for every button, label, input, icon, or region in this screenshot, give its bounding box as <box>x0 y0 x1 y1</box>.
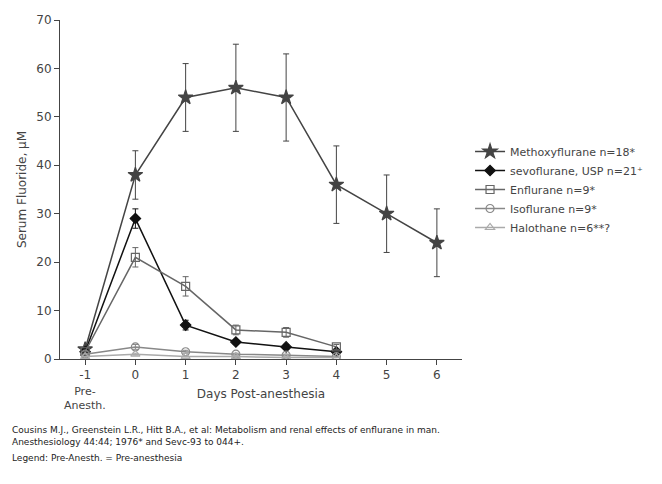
svg-text:10: 10 <box>36 304 51 318</box>
svg-text:Halothane n=6**?: Halothane n=6**? <box>510 222 610 235</box>
svg-text:-1: -1 <box>79 368 91 382</box>
svg-text:70: 70 <box>36 13 51 27</box>
svg-text:Serum Fluoride, μM: Serum Fluoride, μM <box>15 131 29 248</box>
svg-text:3: 3 <box>282 368 290 382</box>
svg-text:60: 60 <box>36 62 51 76</box>
svg-text:40: 40 <box>36 158 51 172</box>
svg-text:Cousins M.J., Greenstein L.R.,: Cousins M.J., Greenstein L.R., Hitt B.A.… <box>12 425 440 447</box>
svg-text:0: 0 <box>44 352 52 366</box>
svg-text:30: 30 <box>36 207 51 221</box>
svg-text:4: 4 <box>333 368 341 382</box>
svg-text:6: 6 <box>433 368 441 382</box>
svg-text:2: 2 <box>232 368 240 382</box>
svg-text:Enflurane n=9*: Enflurane n=9* <box>510 184 596 197</box>
svg-text:5: 5 <box>383 368 391 382</box>
svg-text:Days Post-anesthesia: Days Post-anesthesia <box>197 387 325 401</box>
svg-text:Pre-Anesth.: Pre-Anesth. <box>64 385 106 412</box>
svg-text:Methoxyflurane n=18*: Methoxyflurane n=18* <box>510 146 636 159</box>
svg-text:1: 1 <box>182 368 190 382</box>
svg-text:0: 0 <box>132 368 140 382</box>
svg-text:sevoflurane, USP n=21⁺: sevoflurane, USP n=21⁺ <box>510 165 643 178</box>
svg-text:Legend: Pre-Anesth. = Pre-anes: Legend: Pre-Anesth. = Pre-anesthesia <box>12 453 182 463</box>
svg-text:50: 50 <box>36 110 51 124</box>
svg-text:Isoflurane n=9*: Isoflurane n=9* <box>510 203 597 216</box>
svg-text:20: 20 <box>36 255 51 269</box>
